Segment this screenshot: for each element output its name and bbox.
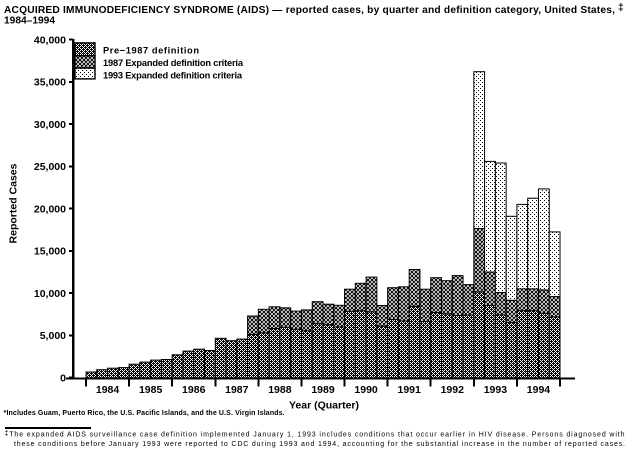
svg-text:‡: ‡ — [618, 3, 624, 14]
svg-text:these conditions before Januar: these conditions before January 1993 wer… — [14, 441, 625, 448]
svg-text:1990: 1990 — [354, 384, 378, 396]
svg-text:20,000: 20,000 — [34, 203, 66, 215]
svg-text:ACQUIRED IMMUNODEFICIENCY SYND: ACQUIRED IMMUNODEFICIENCY SYNDROME (AIDS… — [4, 5, 615, 16]
svg-text:1991: 1991 — [398, 384, 422, 396]
svg-text:Pre−1987 definition: Pre−1987 definition — [103, 46, 199, 56]
svg-text:*Includes Guam, Puerto Rico, t: *Includes Guam, Puerto Rico, the U.S. Pa… — [4, 410, 285, 417]
svg-text:1985: 1985 — [139, 384, 163, 396]
svg-text:1984: 1984 — [96, 384, 120, 396]
svg-text:‡The expanded AIDS surveillanc: ‡The expanded AIDS surveillance case def… — [5, 431, 625, 439]
svg-text:1987 Expanded definition crite: 1987 Expanded definition criteria — [103, 58, 244, 68]
svg-text:1993 Expanded definition crite: 1993 Expanded definition criteria — [103, 70, 243, 80]
svg-text:10,000: 10,000 — [34, 288, 66, 300]
svg-text:1986: 1986 — [182, 384, 206, 396]
svg-text:Reported Cases: Reported Cases — [8, 163, 20, 243]
svg-text:30,000: 30,000 — [34, 119, 66, 131]
svg-text:40,000: 40,000 — [34, 34, 66, 46]
svg-text:25,000: 25,000 — [34, 161, 66, 173]
svg-text:1984–1994: 1984–1994 — [4, 16, 55, 27]
svg-text:0: 0 — [60, 372, 66, 384]
svg-text:5,000: 5,000 — [40, 330, 66, 342]
svg-text:1987: 1987 — [225, 384, 249, 396]
svg-text:1992: 1992 — [441, 384, 465, 396]
svg-text:1994: 1994 — [527, 384, 551, 396]
svg-text:35,000: 35,000 — [34, 77, 66, 89]
svg-text:1989: 1989 — [311, 384, 335, 396]
svg-text:1993: 1993 — [484, 384, 508, 396]
svg-text:1988: 1988 — [268, 384, 292, 396]
svg-text:Year (Quarter): Year (Quarter) — [289, 400, 359, 412]
svg-text:15,000: 15,000 — [34, 246, 66, 258]
